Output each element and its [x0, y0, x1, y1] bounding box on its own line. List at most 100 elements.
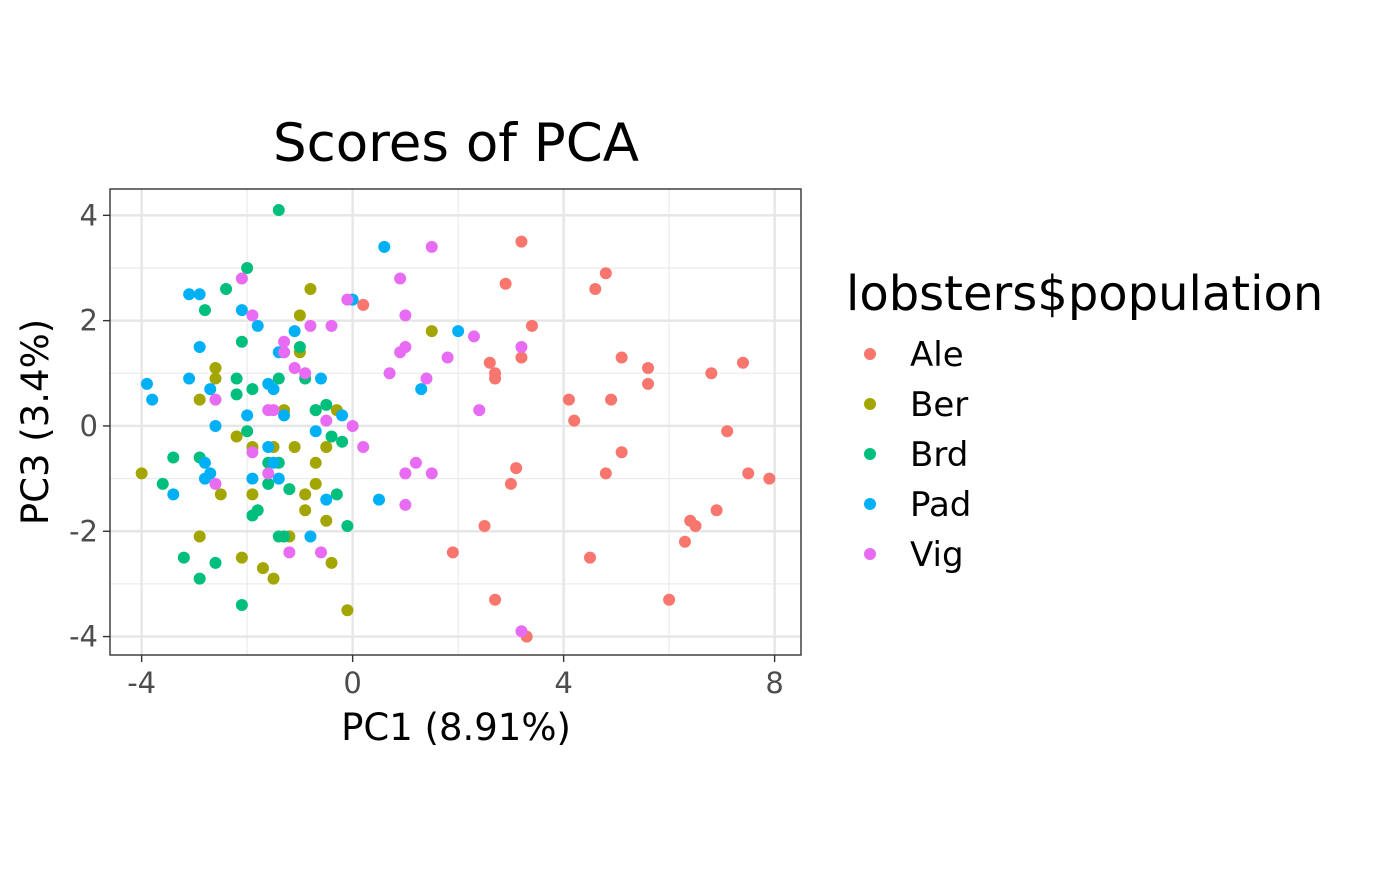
data-point — [663, 593, 676, 606]
data-point — [246, 383, 259, 396]
data-point — [320, 493, 333, 506]
data-point — [373, 493, 386, 506]
data-point — [599, 267, 612, 280]
data-point — [246, 309, 259, 322]
x-tick-label: -4 — [127, 666, 156, 700]
data-point — [642, 377, 655, 390]
data-point — [283, 546, 296, 559]
data-point — [209, 477, 222, 490]
data-point — [278, 335, 291, 348]
data-point — [299, 488, 312, 501]
data-point — [341, 604, 354, 617]
data-point — [278, 346, 291, 359]
data-point — [399, 309, 412, 322]
data-point — [689, 519, 702, 532]
data-point — [473, 404, 486, 417]
legend-key-ber — [864, 398, 876, 410]
data-point — [705, 367, 718, 380]
legend-label-vig: Vig — [910, 535, 964, 575]
data-point — [267, 456, 280, 469]
data-point — [425, 325, 438, 338]
data-point — [209, 556, 222, 569]
data-point — [304, 319, 317, 332]
data-point — [320, 414, 333, 427]
data-point — [278, 530, 291, 543]
data-point — [515, 235, 528, 248]
data-point — [309, 477, 322, 490]
data-point — [288, 441, 301, 454]
x-tick-label: 8 — [765, 666, 783, 700]
legend: lobsters$population Ale Ber Brd Pad Vig — [846, 266, 1323, 575]
data-point — [293, 309, 306, 322]
legend-title: lobsters$population — [846, 266, 1323, 322]
data-point — [146, 393, 159, 406]
data-point — [763, 472, 776, 485]
x-tick-label: 0 — [343, 666, 361, 700]
x-axis: -4 0 4 8 — [127, 655, 784, 700]
data-point — [177, 551, 190, 564]
data-point — [721, 425, 734, 438]
data-point — [489, 372, 502, 385]
data-point — [420, 372, 433, 385]
y-tick-label: 0 — [80, 409, 98, 443]
gridlines — [110, 189, 801, 655]
data-point — [599, 467, 612, 480]
data-point — [230, 388, 243, 401]
data-point — [272, 372, 285, 385]
data-point — [325, 556, 338, 569]
data-point — [605, 393, 618, 406]
data-point — [378, 240, 391, 253]
data-point — [478, 519, 491, 532]
data-point — [309, 425, 322, 438]
data-point — [262, 467, 275, 480]
legend-label-pad: Pad — [910, 485, 971, 525]
data-point — [309, 404, 322, 417]
data-point — [235, 304, 248, 317]
data-point — [304, 530, 317, 543]
data-point — [135, 467, 148, 480]
data-point — [288, 362, 301, 375]
data-point — [346, 419, 359, 432]
data-point — [320, 514, 333, 527]
legend-label-brd: Brd — [910, 435, 968, 475]
data-point — [251, 319, 264, 332]
y-tick-label: -4 — [69, 620, 98, 654]
data-point — [230, 372, 243, 385]
data-point — [383, 367, 396, 380]
data-point — [336, 409, 349, 422]
series-vig — [209, 240, 528, 638]
data-point — [736, 356, 749, 369]
legend-key-brd — [864, 448, 876, 460]
data-point — [193, 340, 206, 353]
data-point — [467, 330, 480, 343]
data-point — [167, 488, 180, 501]
data-point — [241, 425, 254, 438]
data-point — [209, 362, 222, 375]
data-point — [394, 272, 407, 285]
data-point — [341, 293, 354, 306]
data-point — [246, 446, 259, 459]
data-point — [314, 546, 327, 559]
data-point — [336, 435, 349, 448]
data-point — [209, 393, 222, 406]
data-point — [525, 319, 538, 332]
data-point — [320, 398, 333, 411]
data-point — [325, 319, 338, 332]
y-tick-label: -2 — [69, 514, 98, 548]
data-point — [399, 467, 412, 480]
data-point — [341, 519, 354, 532]
data-point — [241, 261, 254, 274]
data-point — [415, 383, 428, 396]
data-point — [504, 477, 517, 490]
data-point — [299, 504, 312, 517]
data-point — [235, 551, 248, 564]
data-points — [135, 204, 776, 643]
data-point — [452, 325, 465, 338]
y-tick-label: 4 — [80, 198, 98, 232]
data-point — [357, 298, 370, 311]
data-point — [246, 488, 259, 501]
data-point — [425, 240, 438, 253]
data-point — [193, 393, 206, 406]
